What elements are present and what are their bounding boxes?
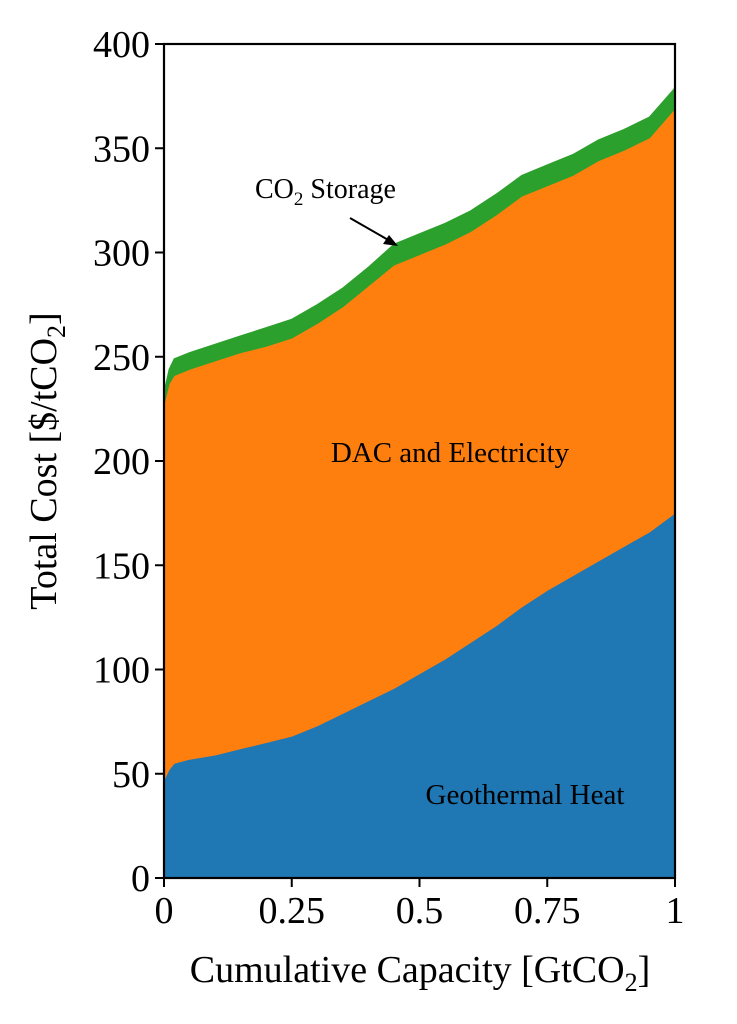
label-dac-electricity: DAC and Electricity — [331, 437, 570, 469]
plot-areas — [163, 86, 676, 879]
y-tick-label: 300 — [93, 233, 150, 275]
x-axis-title: Cumulative Capacity [GtCO2] — [190, 949, 650, 997]
label-co2-storage: CO2 Storage — [255, 174, 396, 210]
x-tick-label: 1 — [666, 890, 685, 932]
y-tick-label: 50 — [112, 754, 150, 796]
label-geothermal-heat: Geothermal Heat — [426, 779, 625, 811]
y-tick-label: 400 — [93, 24, 150, 66]
x-axis: 0 0.25 0.5 0.75 1 — [155, 878, 685, 932]
y-tick-label: 100 — [93, 650, 150, 692]
x-tick-label: 0.5 — [396, 890, 444, 932]
y-tick-label: 150 — [93, 545, 150, 587]
y-tick-label: 0 — [131, 858, 150, 900]
y-tick-label: 200 — [93, 441, 150, 483]
annotation-arrow — [349, 217, 391, 242]
x-tick-label: 0.75 — [514, 890, 581, 932]
y-tick-label: 350 — [93, 128, 150, 170]
annotation-arrowhead — [383, 235, 398, 246]
x-tick-label: 0.25 — [259, 890, 326, 932]
y-axis: 0 50 100 150 200 250 300 350 400 — [93, 24, 164, 900]
y-tick-label: 250 — [93, 337, 150, 379]
x-tick-label: 0 — [155, 890, 174, 932]
y-axis-title: Total Cost [$/tCO2] — [23, 312, 71, 609]
